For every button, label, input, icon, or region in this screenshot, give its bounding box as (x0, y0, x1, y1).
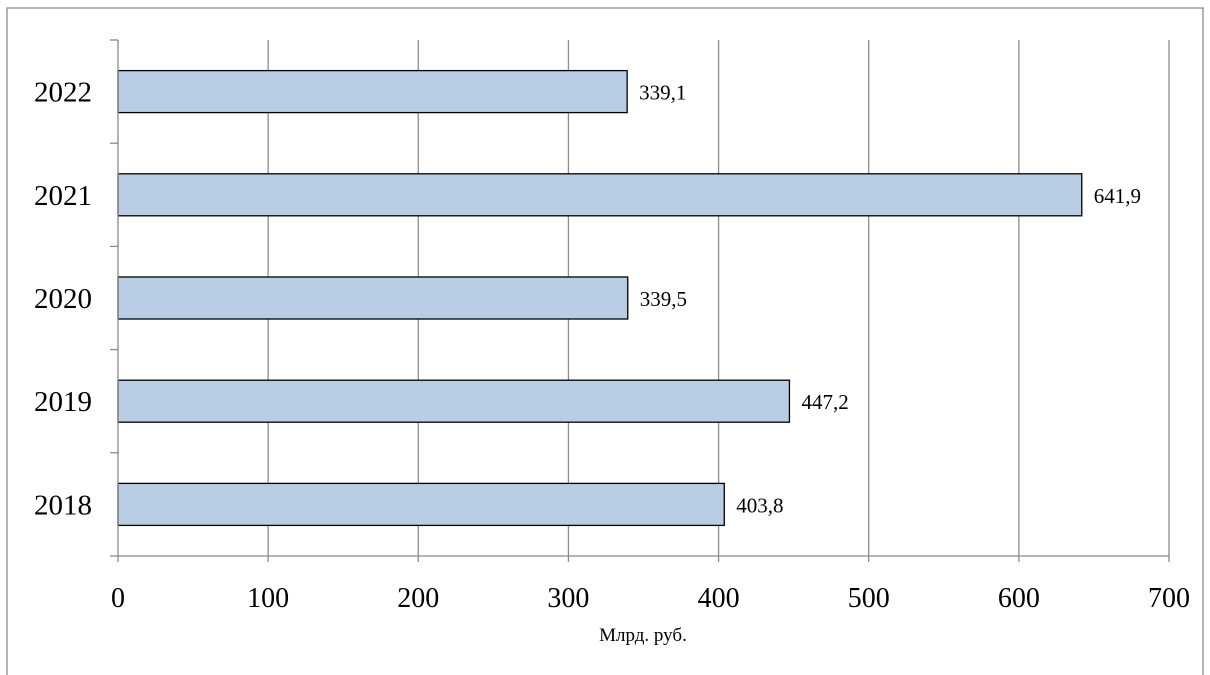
category-label: 2018 (34, 489, 92, 521)
data-labels: 403,8 447,2 339,5 641,9 339,1 (639, 81, 1141, 518)
data-label: 403,8 (736, 493, 783, 517)
bar-2020 (117, 276, 629, 320)
x-tick-label: 700 (1148, 583, 1190, 614)
category-label: 2021 (34, 180, 92, 212)
x-tick-label: 100 (247, 583, 289, 614)
x-tick-label: 300 (547, 583, 589, 614)
category-labels: 2018 2019 2020 2021 2022 (34, 77, 92, 522)
x-tick-label: 600 (998, 583, 1040, 614)
category-label: 2022 (34, 77, 92, 109)
category-label: 2020 (34, 283, 92, 315)
data-label: 641,9 (1094, 184, 1141, 208)
bar-2019 (117, 379, 791, 423)
x-tick-label: 400 (698, 583, 740, 614)
bars (117, 69, 1083, 527)
data-label: 339,5 (640, 287, 687, 311)
data-label: 447,2 (801, 390, 848, 414)
x-tick-labels: 0 100 200 300 400 500 600 700 (111, 583, 1190, 614)
x-tick-label: 0 (111, 583, 125, 614)
bar-2022 (117, 69, 628, 114)
x-axis-title: Млрд. руб. (599, 625, 687, 646)
axes (110, 39, 1170, 562)
x-tick-label: 500 (848, 583, 890, 614)
bar-2018 (117, 482, 725, 527)
category-label: 2019 (34, 386, 92, 418)
x-tick-label: 200 (397, 583, 439, 614)
chart-frame (6, 7, 1204, 675)
bar-2021 (117, 173, 1083, 217)
data-label: 339,1 (639, 81, 686, 105)
